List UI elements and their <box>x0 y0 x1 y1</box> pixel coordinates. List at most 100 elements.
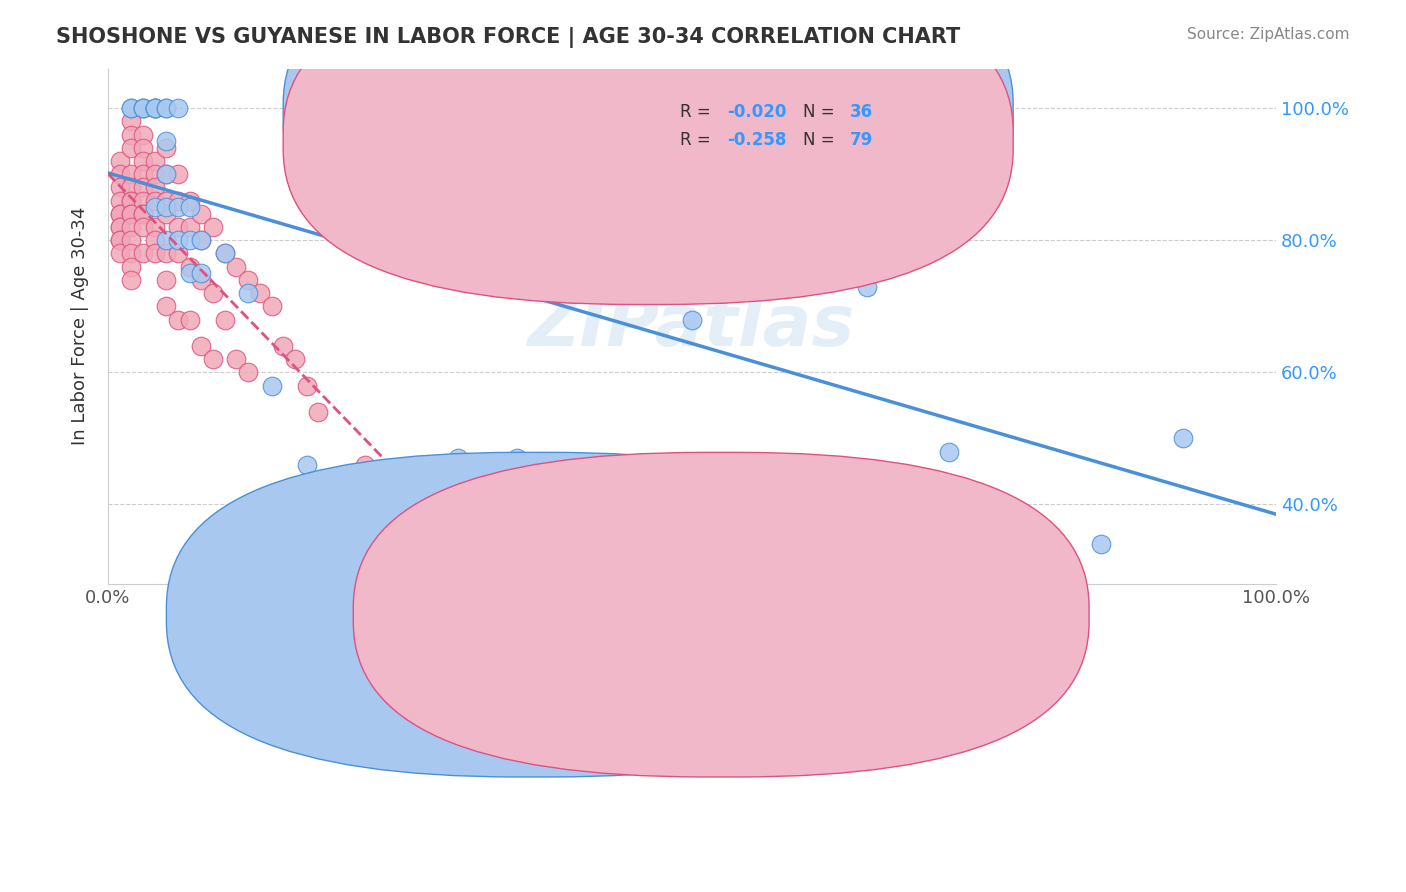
Point <box>132 128 155 142</box>
Point <box>132 194 155 208</box>
Point <box>214 246 236 260</box>
Point <box>914 200 936 214</box>
Point <box>295 458 318 472</box>
Point <box>108 233 131 247</box>
Point <box>108 207 131 221</box>
Point <box>120 273 142 287</box>
Text: N =: N = <box>803 103 839 121</box>
Point <box>236 286 259 301</box>
Point <box>190 339 212 353</box>
Point <box>179 233 201 247</box>
Point <box>155 167 177 181</box>
Point <box>190 266 212 280</box>
Point <box>143 246 166 260</box>
Point <box>132 220 155 235</box>
Point <box>202 220 225 235</box>
Text: 36: 36 <box>849 103 873 121</box>
Point <box>388 510 411 524</box>
Point <box>120 220 142 235</box>
Point <box>120 194 142 208</box>
Point <box>143 153 166 168</box>
Point <box>120 194 142 208</box>
Point <box>108 207 131 221</box>
Point <box>120 101 142 115</box>
Point <box>120 207 142 221</box>
Point <box>108 220 131 235</box>
Text: R =: R = <box>681 130 716 149</box>
Point <box>143 101 166 115</box>
FancyBboxPatch shape <box>283 0 1014 277</box>
Point <box>856 279 879 293</box>
Point <box>132 101 155 115</box>
Point <box>155 207 177 221</box>
Point <box>155 167 177 181</box>
Point <box>108 220 131 235</box>
FancyBboxPatch shape <box>610 84 938 167</box>
Point <box>167 194 190 208</box>
Point <box>190 273 212 287</box>
Point <box>155 233 177 247</box>
Text: Shoshone: Shoshone <box>554 606 643 624</box>
Point <box>681 312 703 326</box>
Point <box>202 352 225 367</box>
Point <box>120 260 142 274</box>
Point <box>179 200 201 214</box>
Point <box>167 167 190 181</box>
Point <box>236 365 259 379</box>
Point <box>120 233 142 247</box>
Point <box>108 167 131 181</box>
Point <box>1090 537 1112 551</box>
Point <box>155 194 177 208</box>
Point <box>155 141 177 155</box>
Text: -0.258: -0.258 <box>727 130 786 149</box>
Point <box>155 134 177 148</box>
Point <box>179 266 201 280</box>
FancyBboxPatch shape <box>283 0 1014 304</box>
Point <box>295 378 318 392</box>
Point <box>284 352 307 367</box>
Point <box>214 312 236 326</box>
Text: 79: 79 <box>849 130 873 149</box>
Point <box>179 220 201 235</box>
Point <box>155 101 177 115</box>
Point <box>120 167 142 181</box>
Point <box>179 312 201 326</box>
Point <box>120 101 142 115</box>
Point <box>236 273 259 287</box>
Text: R =: R = <box>681 103 716 121</box>
Point <box>143 180 166 194</box>
Point <box>120 207 142 221</box>
Point <box>1171 432 1194 446</box>
Point <box>155 273 177 287</box>
Text: SHOSHONE VS GUYANESE IN LABOR FORCE | AGE 30-34 CORRELATION CHART: SHOSHONE VS GUYANESE IN LABOR FORCE | AG… <box>56 27 960 48</box>
Point <box>108 233 131 247</box>
Point <box>108 194 131 208</box>
Point <box>190 233 212 247</box>
Point <box>260 378 283 392</box>
Point <box>447 451 470 466</box>
Point <box>143 233 166 247</box>
Point <box>143 200 166 214</box>
Point <box>108 180 131 194</box>
Text: N =: N = <box>803 130 839 149</box>
Point <box>155 299 177 313</box>
Point <box>225 352 247 367</box>
Point <box>167 233 190 247</box>
Point <box>155 101 177 115</box>
Point <box>143 194 166 208</box>
Point <box>108 153 131 168</box>
Point <box>132 207 155 221</box>
Text: ZIPatlas: ZIPatlas <box>529 292 856 360</box>
Text: -0.020: -0.020 <box>727 103 786 121</box>
Point <box>155 200 177 214</box>
Point <box>271 339 294 353</box>
Point <box>167 312 190 326</box>
Point <box>938 444 960 458</box>
Point <box>120 128 142 142</box>
Point <box>108 246 131 260</box>
Point <box>190 233 212 247</box>
Point <box>132 246 155 260</box>
Point <box>143 101 166 115</box>
Point <box>225 260 247 274</box>
Point <box>167 220 190 235</box>
